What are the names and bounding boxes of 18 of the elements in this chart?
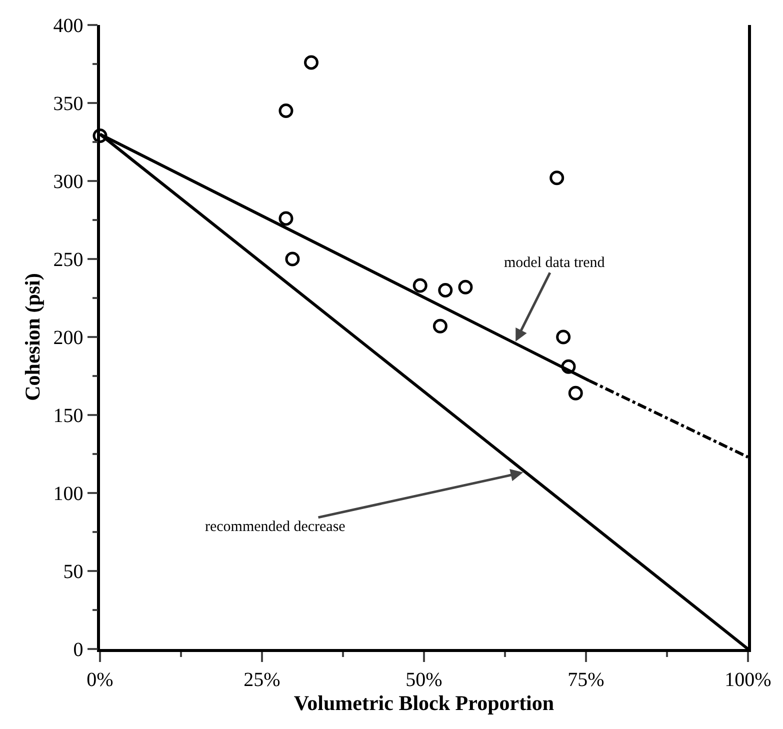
y-tick-label: 400 [53, 15, 84, 37]
y-tick-label: 200 [53, 327, 84, 349]
x-tick-label: 25% [244, 668, 280, 691]
y-tick-label: 50 [63, 561, 84, 583]
x-tick-label: 50% [406, 668, 442, 691]
y-tick-label: 250 [53, 249, 84, 271]
x-axis-title: Volumetric Block Proportion [294, 690, 554, 715]
annotation: model data trend [504, 255, 606, 271]
y-tick-label: 0 [73, 639, 84, 661]
x-tick-label: 0% [86, 668, 114, 691]
y-tick-label: 350 [53, 93, 84, 115]
y-tick-label: 300 [53, 171, 84, 193]
y-axis-title: Cohesion (psi) [20, 273, 44, 401]
x-tick-label: 75% [568, 668, 604, 691]
annotation: recommended decrease [205, 519, 346, 535]
x-tick-label: 100% [724, 668, 772, 691]
y-tick-label: 150 [53, 405, 84, 427]
y-tick-label: 100 [53, 483, 84, 505]
